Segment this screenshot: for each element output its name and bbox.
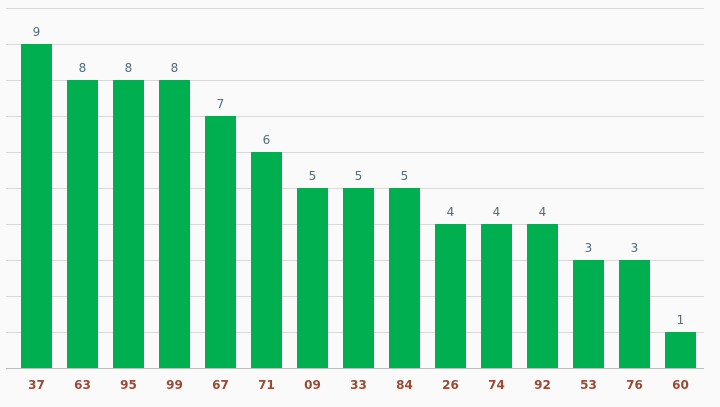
value-label: 6 (263, 133, 271, 147)
bar (481, 224, 512, 368)
bar (297, 188, 328, 368)
bar (435, 224, 466, 368)
category-labels: 37 63 95 99 67 71 09 33 84 26 74 92 53 76 60 (28, 378, 689, 392)
bar (619, 260, 650, 368)
bar (343, 188, 374, 368)
category-label: 84 (396, 378, 413, 392)
value-label: 8 (171, 61, 179, 75)
bars (21, 44, 696, 368)
value-label: 1 (677, 313, 685, 327)
bar (113, 80, 144, 368)
value-label: 8 (79, 61, 87, 75)
value-label: 5 (309, 169, 317, 183)
category-label: 92 (534, 378, 551, 392)
category-label: 99 (166, 378, 183, 392)
category-label: 33 (350, 378, 367, 392)
bar (205, 116, 236, 368)
value-label: 5 (355, 169, 363, 183)
bar (159, 80, 190, 368)
category-label: 63 (74, 378, 91, 392)
bar (21, 44, 52, 368)
value-label: 9 (33, 25, 41, 39)
category-label: 53 (580, 378, 597, 392)
category-label: 74 (488, 378, 505, 392)
bar (573, 260, 604, 368)
value-label: 4 (493, 205, 501, 219)
category-label: 76 (626, 378, 643, 392)
category-label: 95 (120, 378, 137, 392)
category-label: 60 (672, 378, 689, 392)
value-label: 3 (585, 241, 593, 255)
bar (665, 332, 696, 368)
category-label: 37 (28, 378, 45, 392)
value-label: 8 (125, 61, 133, 75)
bar (527, 224, 558, 368)
category-label: 26 (442, 378, 459, 392)
bar (251, 152, 282, 368)
value-label: 5 (401, 169, 409, 183)
category-label: 71 (258, 378, 275, 392)
value-labels: 9 8 8 8 7 6 5 5 5 4 4 4 3 3 1 (33, 25, 685, 327)
category-label: 09 (304, 378, 321, 392)
value-label: 4 (539, 205, 547, 219)
bar (67, 80, 98, 368)
value-label: 3 (631, 241, 639, 255)
bar (389, 188, 420, 368)
category-label: 67 (212, 378, 229, 392)
value-label: 4 (447, 205, 455, 219)
value-label: 7 (217, 97, 225, 111)
